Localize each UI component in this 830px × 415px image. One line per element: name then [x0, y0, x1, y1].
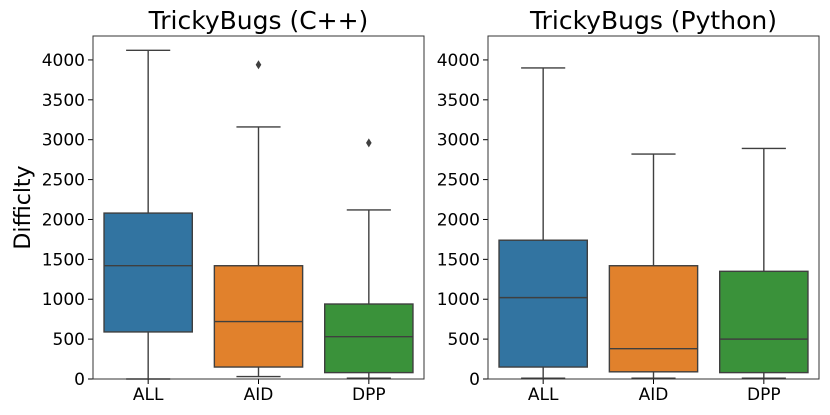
box-dpp: [324, 303, 414, 374]
y-tick-label: 1000: [437, 290, 480, 310]
y-tick-label: 1500: [437, 250, 480, 270]
y-tick-label: 2000: [437, 210, 480, 230]
x-tick-label-dpp: DPP: [747, 385, 781, 405]
x-tick-label-dpp: DPP: [352, 385, 386, 405]
y-tick-label: 2500: [42, 171, 85, 191]
outlier-point-aid: [255, 60, 262, 70]
box-aid: [608, 265, 699, 373]
y-tick-label: 500: [53, 330, 85, 350]
y-tick-label: 3500: [437, 91, 480, 111]
plot-area-frame: [92, 35, 425, 380]
chart-title: TrickyBugs (Python): [529, 6, 777, 35]
y-tick-label: 3000: [437, 131, 480, 151]
plot-area-frame: [487, 35, 820, 380]
x-tick-label-all: ALL: [528, 385, 559, 405]
chart-title: TrickyBugs (C++): [148, 6, 369, 35]
box-aid: [213, 265, 304, 368]
y-tick-label: 4000: [42, 51, 85, 71]
y-tick-label: 500: [448, 330, 480, 350]
y-tick-label: 3000: [42, 131, 85, 151]
y-tick-label: 1000: [42, 290, 85, 310]
x-tick-label-aid: AID: [244, 385, 274, 405]
y-tick-label: 3500: [42, 91, 85, 111]
y-tick-label: 0: [469, 370, 480, 390]
x-tick-label-all: ALL: [133, 385, 164, 405]
box-all: [103, 212, 194, 333]
y-axis-label: Difficlty: [11, 165, 36, 249]
y-tick-label: 0: [74, 370, 85, 390]
y-tick-label: 2500: [437, 171, 480, 191]
y-tick-label: 4000: [437, 51, 480, 71]
box-all: [498, 239, 588, 368]
chart-panel-2: TrickyBugs (Python) 0 500 1000 1500 2000 2500 3…: [437, 6, 820, 405]
y-tick-label: 2000: [42, 210, 85, 230]
x-tick-label-aid: AID: [639, 385, 669, 405]
outlier-point-dpp: [366, 138, 372, 148]
chart-panel-1: TrickyBugs (C++) Difficlty 0 500 1000 1500 200…: [11, 6, 425, 405]
box-dpp: [719, 270, 809, 374]
y-tick-label: 1500: [42, 250, 85, 270]
